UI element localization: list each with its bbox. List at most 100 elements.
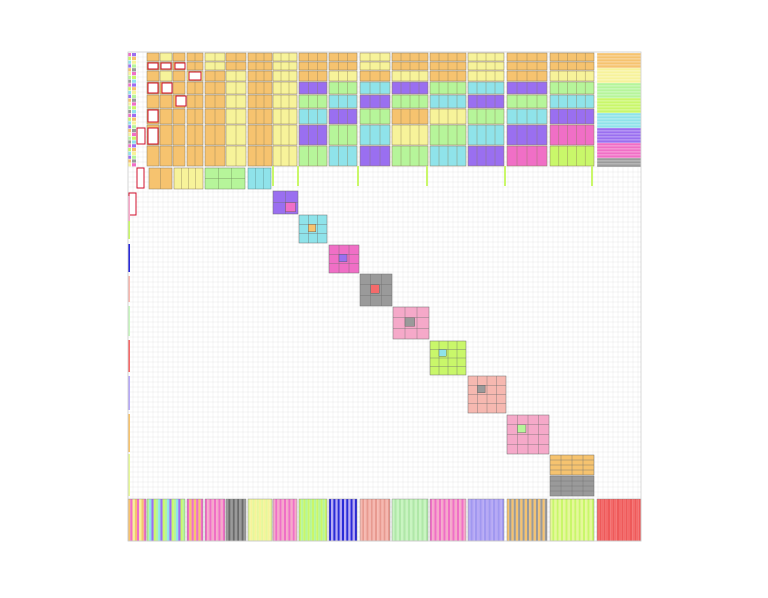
strip-mark [132, 140, 136, 144]
bottom-stripe [173, 499, 177, 541]
bottom-stripe [616, 499, 619, 541]
bottom-stripe [261, 499, 264, 541]
stripe-row [596, 130, 642, 135]
top-block [328, 61, 358, 71]
column-streak [128, 454, 130, 496]
top-block [146, 70, 160, 82]
strip-mark [132, 136, 136, 140]
bottom-stripe [481, 499, 484, 541]
bottom-stripe [472, 499, 475, 541]
stripe-row [596, 61, 642, 66]
bottom-stripe [561, 499, 564, 541]
column-streak [128, 221, 130, 239]
strip-mark [128, 75, 131, 79]
bottom-stripe [623, 499, 626, 541]
column-tick [272, 166, 274, 186]
bottom-stripe [331, 499, 334, 541]
stripe-row [596, 73, 642, 78]
bottom-stripe [599, 499, 602, 541]
bottom-stripe [605, 499, 608, 541]
top-block [549, 52, 595, 62]
stripe-row [596, 139, 642, 144]
strip-mark [132, 75, 136, 79]
stripe-row [596, 118, 642, 123]
top-block [146, 145, 160, 167]
bottom-stripe [222, 499, 225, 541]
top-block [549, 61, 595, 71]
top-block [298, 94, 328, 109]
top-block [549, 94, 595, 109]
strip-mark [128, 83, 131, 87]
bottom-stripe [288, 499, 291, 541]
bottom-stripe [368, 499, 371, 541]
highlighted-cell-outline [188, 71, 202, 81]
bottom-stripe [141, 499, 144, 541]
bottom-stripe [387, 499, 390, 541]
bottom-stripe [461, 499, 464, 541]
top-block [172, 124, 186, 146]
diagonal-block-accent [477, 385, 486, 393]
bottom-stripe [423, 499, 426, 541]
bottom-stripe [486, 499, 489, 541]
column-tick [297, 166, 299, 186]
top-block [159, 145, 173, 167]
bottom-stripe [601, 499, 604, 541]
bottom-stripe [565, 499, 568, 541]
bottom-stripe [292, 499, 295, 541]
top-block [272, 61, 298, 71]
bottom-stripe [316, 499, 319, 541]
bottom-stripe [597, 499, 600, 541]
bottom-stripe [294, 499, 297, 541]
highlighted-cell-outline [161, 82, 173, 94]
bottom-stripe [237, 499, 240, 541]
bottom-stripe [511, 499, 514, 541]
bottom-stripe [603, 499, 606, 541]
bottom-stripe [209, 499, 212, 541]
top-block [159, 52, 173, 62]
strip-mark [128, 56, 131, 60]
bottom-stripe [538, 499, 541, 541]
strip-mark [128, 53, 131, 57]
bottom-stripe [303, 499, 306, 541]
stripe-row [596, 115, 642, 120]
bottom-stripe [279, 499, 282, 541]
stripe-row [596, 142, 642, 147]
bottom-stripe [241, 499, 244, 541]
bottom-stripe [610, 499, 613, 541]
bottom-stripe [533, 499, 536, 541]
bottom-stripe [348, 499, 351, 541]
top-block [172, 145, 186, 167]
strip-mark [132, 113, 136, 117]
stripe-row [596, 103, 642, 108]
bottom-stripe [320, 499, 323, 541]
bottom-stripe [430, 499, 433, 541]
bottom-stripe [392, 499, 395, 541]
bottom-stripe [394, 499, 397, 541]
top-band-blocks [128, 52, 642, 216]
bottom-stripe [405, 499, 408, 541]
top-block [247, 81, 273, 95]
diagonal-block-accent [438, 349, 447, 357]
stripe-row [596, 94, 642, 99]
top-block [549, 124, 595, 146]
strip-mark [132, 144, 136, 148]
strip-mark [132, 117, 136, 121]
strip-mark [132, 125, 136, 129]
bottom-stripe [169, 499, 172, 541]
stripe-row [596, 70, 642, 75]
top-block [328, 70, 358, 82]
bottom-stripe [490, 499, 493, 541]
bottom-stripe [507, 499, 510, 541]
bottom-stripe [137, 499, 140, 541]
bottom-stripe [329, 499, 332, 541]
bottom-stripe [362, 499, 365, 541]
bottom-stripe [499, 499, 502, 541]
top-block [159, 94, 173, 109]
bottom-stripe [535, 499, 539, 541]
bottom-stripe [318, 499, 321, 541]
bottom-stripe [234, 499, 238, 541]
bottom-stripe [191, 499, 194, 541]
highlighted-cell-outline [175, 95, 187, 107]
bottom-stripe [414, 499, 417, 541]
bottom-stripe [614, 499, 617, 541]
